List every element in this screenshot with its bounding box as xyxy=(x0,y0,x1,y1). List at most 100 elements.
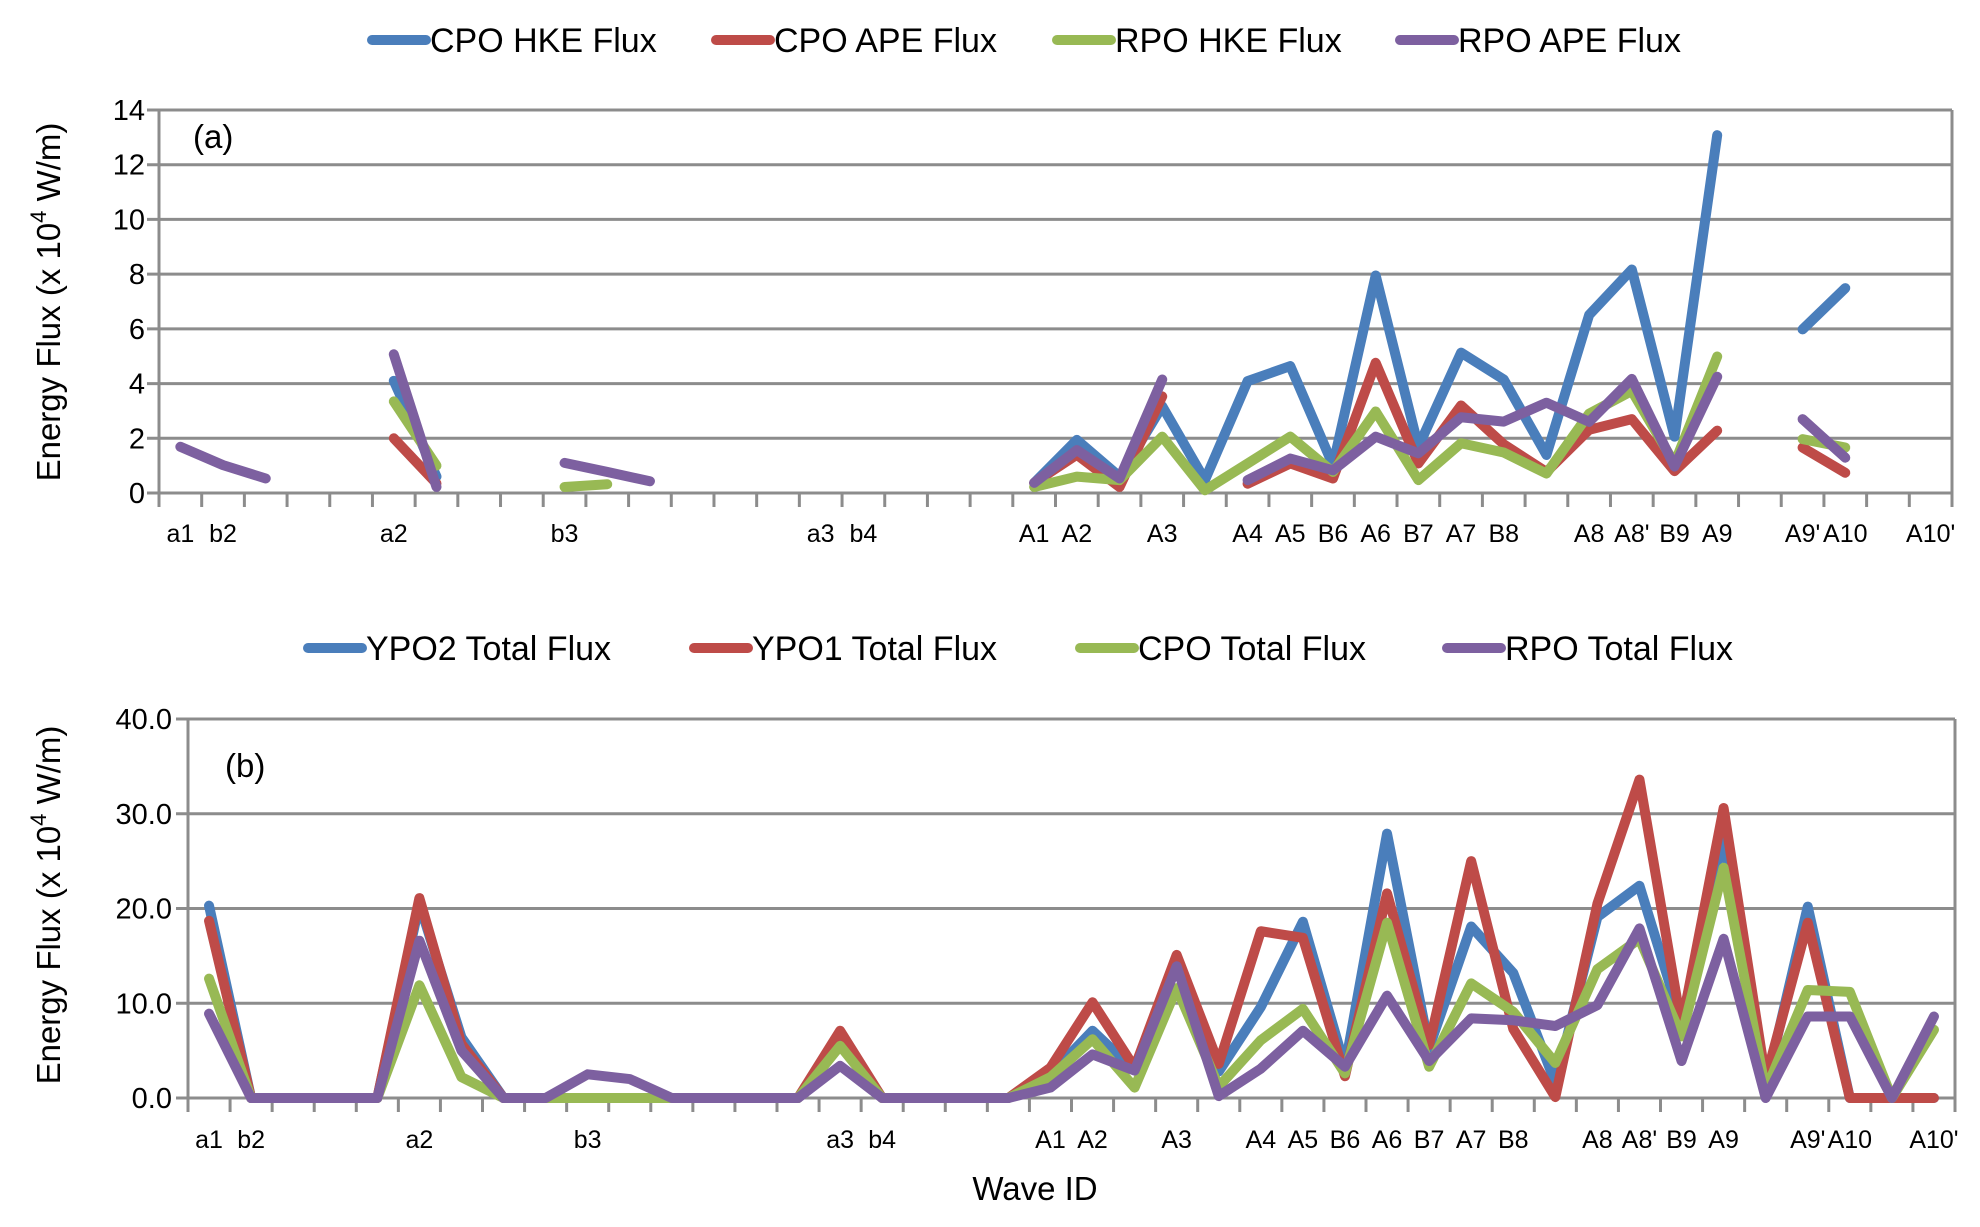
panel-b-x-ticks: a1 b2 a2 b3 a3 b4 A1 A2 A3 A4 A5 B6 A6 B7 A7 B8 A8 A8' B9 A… xyxy=(195,1126,1958,1154)
x-tick-label: A3 xyxy=(1161,1126,1192,1154)
x-tick-label: A10' xyxy=(1906,520,1955,548)
legend-item: RPO APE Flux xyxy=(1395,22,1681,60)
x-tick-label: B8 xyxy=(1498,1126,1529,1154)
y-tick-label: 10.0 xyxy=(116,988,172,1020)
x-tick-label: B9 xyxy=(1659,520,1690,548)
x-tick-label: B8 xyxy=(1488,520,1519,548)
y-tick-label: 10 xyxy=(113,204,145,236)
x-tick-label: A6 xyxy=(1360,520,1391,548)
y-tick-label: 20.0 xyxy=(116,894,172,926)
series-cpo-hke-flux xyxy=(388,130,1851,488)
legend-label: CPO APE Flux xyxy=(774,22,997,60)
x-tick-label: A9 xyxy=(1708,1126,1739,1154)
series-line-segment xyxy=(1242,371,1723,486)
x-tick-label: b4 xyxy=(868,1126,896,1154)
x-tick-label: a2 xyxy=(405,1126,433,1154)
y-tick-label: 40.0 xyxy=(116,704,172,736)
x-tick-label: b2 xyxy=(209,520,237,548)
x-tick-label: A1 xyxy=(1035,1126,1066,1154)
x-tick-label: A8 xyxy=(1574,520,1605,548)
y-axis-title-exponent: 4 xyxy=(26,211,51,223)
x-tick-label: A2 xyxy=(1062,520,1093,548)
panel-b-series xyxy=(204,774,1939,1103)
y-axis-title-suffix: W/m) xyxy=(30,123,67,211)
x-tick-label: A9' xyxy=(1785,520,1820,548)
x-tick-label: A7 xyxy=(1456,1126,1487,1154)
series-line-segment xyxy=(388,349,442,492)
legend-label: YPO1 Total Flux xyxy=(752,630,997,668)
x-tick-label: A3 xyxy=(1147,520,1178,548)
x-tick-label: B6 xyxy=(1318,520,1349,548)
x-tick-label: A6 xyxy=(1372,1126,1403,1154)
x-tick-label: A2 xyxy=(1077,1126,1108,1154)
legend-label: CPO HKE Flux xyxy=(430,22,657,60)
x-tick-label: b4 xyxy=(849,520,877,548)
series-line-segment xyxy=(1029,374,1168,488)
series-line-segment xyxy=(559,457,655,487)
series-line-segment xyxy=(175,441,271,484)
x-tick-label: A4 xyxy=(1232,520,1263,548)
x-tick-label: B9 xyxy=(1666,1126,1697,1154)
x-tick-label: b3 xyxy=(574,1126,602,1154)
panel-b-y-ticks: 0.0 10.0 20.0 30.0 40.0 xyxy=(116,704,172,1115)
y-tick-label: 8 xyxy=(129,259,145,291)
x-tick-label: a2 xyxy=(380,520,408,548)
legend-item: CPO HKE Flux xyxy=(367,22,657,60)
x-tick-label: B7 xyxy=(1414,1126,1445,1154)
series-line-segment xyxy=(1797,414,1851,463)
series-line-segment xyxy=(1797,283,1851,335)
series-rpo-ape-flux xyxy=(175,349,1851,492)
panel-a-energy-flux-components: CPO HKE Flux CPO APE Flux RPO HKE Flux RPO … xyxy=(26,22,1955,548)
legend-item: RPO Total Flux xyxy=(1442,630,1733,668)
y-axis-title-prefix: Energy Flux (x 10 xyxy=(30,826,67,1085)
series-line-segment xyxy=(559,479,613,492)
x-tick-label: A9' xyxy=(1790,1126,1825,1154)
y-tick-label: 6 xyxy=(129,314,145,346)
y-tick-label: 0 xyxy=(129,478,145,510)
legend-label: YPO2 Total Flux xyxy=(366,630,611,668)
panel-b-legend: YPO2 Total Flux YPO1 Total Flux CPO Total … xyxy=(303,630,1733,668)
x-tick-label: A10 xyxy=(1828,1126,1872,1154)
x-tick-label: A5 xyxy=(1288,1126,1319,1154)
x-tick-label: A10 xyxy=(1823,520,1867,548)
legend-item: YPO1 Total Flux xyxy=(689,630,997,668)
x-tick-label: A8' xyxy=(1614,520,1649,548)
panel-a-y-axis-title: Energy Flux (x 104 W/m) xyxy=(26,123,67,482)
series-line-segment xyxy=(1797,442,1851,478)
x-tick-label: A5 xyxy=(1275,520,1306,548)
x-tick-label: A9 xyxy=(1702,520,1733,548)
y-tick-label: 12 xyxy=(113,150,145,182)
y-tick-label: 2 xyxy=(129,423,145,455)
x-tick-label: A8' xyxy=(1622,1126,1657,1154)
y-tick-label: 0.0 xyxy=(132,1083,172,1115)
x-tick-label: a3 xyxy=(807,520,835,548)
panel-a-legend: CPO HKE Flux CPO APE Flux RPO HKE Flux RPO … xyxy=(367,22,1681,60)
legend-item: RPO HKE Flux xyxy=(1052,22,1342,60)
x-tick-label: b2 xyxy=(237,1126,265,1154)
legend-item: CPO APE Flux xyxy=(711,22,997,60)
x-tick-label: B6 xyxy=(1330,1126,1361,1154)
panel-b-y-axis-title: Energy Flux (x 104 W/m) xyxy=(26,726,67,1085)
panel-a-label: (a) xyxy=(193,118,233,155)
legend-label: RPO HKE Flux xyxy=(1115,22,1342,60)
x-tick-label: a1 xyxy=(166,520,194,548)
y-axis-title-suffix: W/m) xyxy=(30,726,67,814)
x-tick-label: b3 xyxy=(551,520,579,548)
panel-b-label: (b) xyxy=(225,747,265,784)
series-rpo-total-flux xyxy=(204,923,1939,1103)
panel-a-gridlines xyxy=(147,108,1952,440)
x-tick-label: a1 xyxy=(195,1126,223,1154)
x-tick-label: A10' xyxy=(1909,1126,1958,1154)
x-tick-label: a3 xyxy=(826,1126,854,1154)
legend-label: CPO Total Flux xyxy=(1138,630,1366,668)
x-tick-label: B7 xyxy=(1403,520,1434,548)
panel-a-axes xyxy=(147,110,1954,507)
x-axis-title: Wave ID xyxy=(972,1170,1097,1207)
y-axis-title-exponent: 4 xyxy=(26,814,51,826)
legend-item: CPO Total Flux xyxy=(1075,630,1366,668)
panel-b-gridlines xyxy=(176,717,1955,1005)
panel-a-series xyxy=(175,130,1851,496)
panel-a-x-ticks: a1 b2 a2 b3 a3 b4 A1 A2 A3 A4 A5 B6 A6 B7 A7 B8 A8 A8' B9 A… xyxy=(166,520,1955,548)
series-line-segment xyxy=(1242,357,1723,489)
